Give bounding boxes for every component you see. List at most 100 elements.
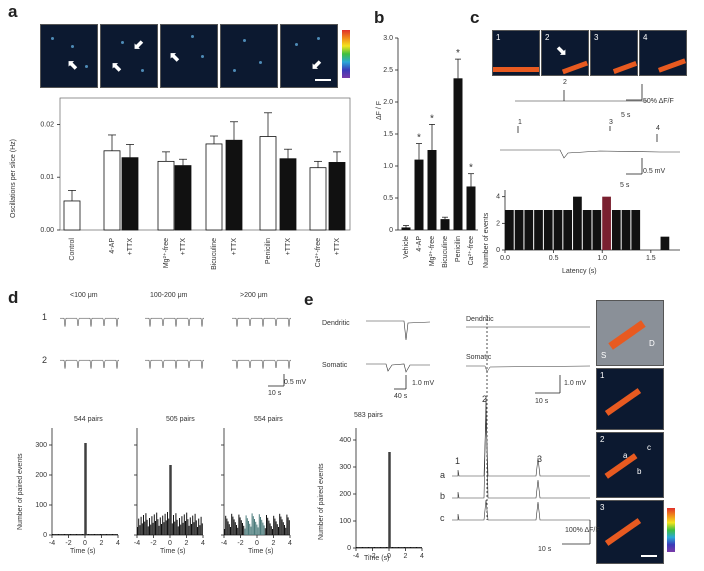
d-hist-bar	[269, 523, 271, 535]
d-hist-bar	[177, 526, 179, 535]
d-hist-xtick-label: 4	[116, 540, 120, 547]
d-hist-bar	[138, 518, 140, 535]
d-hist-bar	[163, 522, 165, 535]
d-hist-bar	[188, 525, 190, 535]
d-hist-bar	[103, 534, 105, 535]
e-hist-ytick-label: 100	[339, 518, 351, 525]
panel-a-category-label: +TTX	[334, 238, 341, 256]
c-hist-ytick-label: 2	[496, 220, 500, 227]
panel-a-ytick-label: 0.00	[40, 227, 54, 234]
e-hist-bar	[389, 452, 391, 548]
c-hist-bar	[621, 210, 631, 250]
d-hist-bar	[246, 518, 248, 535]
e-hist-xtick-label: 2	[404, 553, 408, 560]
d-hist-bar	[192, 515, 194, 535]
panel-a-bar	[103, 150, 121, 231]
panel-label-a: a	[8, 2, 18, 21]
e-hist-bar	[356, 547, 357, 548]
d-hist-bar	[195, 520, 197, 535]
panel-label-e: e	[304, 290, 314, 309]
panel-b-category-label: 4-AP	[416, 236, 423, 252]
d-voltage-trace	[144, 317, 205, 327]
e-hist-bar	[396, 547, 398, 548]
d-hist-bar	[273, 515, 275, 535]
e-hist-bar	[364, 547, 366, 548]
d-hist-bar	[225, 515, 227, 535]
d-hist-bar	[227, 521, 229, 535]
d-hist-bar	[110, 534, 112, 535]
d-hist-bar	[116, 534, 118, 535]
d-hist-bar	[226, 518, 228, 535]
e-hist-bar	[380, 547, 381, 548]
e-scale-voltage: 1.0 mV	[412, 380, 435, 387]
e-hist-bar	[406, 547, 408, 548]
d-hist-xtick-label: -2	[150, 540, 156, 547]
color-scale-bar	[342, 30, 350, 78]
d-hist-xtick-label: -4	[49, 540, 55, 547]
d-hist-bar	[106, 534, 107, 535]
e-mid-scale-time: 10 s	[535, 398, 549, 405]
c-hist-ylabel: Number of events	[483, 212, 490, 268]
d-hist-bar	[274, 518, 276, 535]
d-hist-bar	[200, 516, 202, 535]
d-hist-bar	[60, 534, 62, 535]
e-hist-bar	[404, 547, 405, 548]
panel-a-plot-frame	[59, 97, 351, 231]
d-hist-bar	[147, 526, 149, 535]
panel-a-ytick-label: 0.01	[40, 174, 54, 181]
d-hist-bar	[74, 534, 76, 535]
d-hist-xtick-label: 0	[255, 540, 259, 547]
d-hist-bar	[186, 512, 188, 535]
d-hist-bar	[165, 520, 167, 535]
e-hist-bar	[402, 547, 404, 548]
panel-a-bar	[157, 160, 175, 231]
d-hist-bar	[113, 534, 115, 535]
e-hist-bar	[383, 547, 385, 548]
e-hist-xtick-label: -2	[369, 553, 375, 560]
calcium-image-tile	[220, 24, 278, 88]
e-hist-bar	[392, 547, 393, 548]
e-hist-bar	[407, 547, 409, 548]
d-hist-ytick-label: 100	[35, 502, 47, 509]
d-hist-bar	[197, 527, 198, 535]
e-hist-bar	[395, 547, 397, 548]
d-hist-xtick-label: -2	[237, 540, 243, 547]
d-xlabel-2: Time (s)	[160, 548, 186, 555]
e-hist-bar	[411, 547, 413, 548]
panel-b-significance-star: *	[469, 163, 473, 174]
arrow-icon: ⬉	[169, 49, 180, 64]
d-ylabel: Number of paired events	[17, 453, 24, 530]
d-hist-bar	[98, 534, 100, 535]
d-hist-bar	[287, 517, 289, 535]
e-xlabel: Time (s)	[364, 555, 390, 562]
c-hist-xtick-label: 0.5	[549, 255, 559, 262]
d-hist-bar	[94, 534, 95, 535]
c-hist-bar	[582, 210, 592, 250]
panel-b-ytick-label: 0.5	[383, 195, 393, 202]
d-hist-xtick-label: 0	[168, 540, 172, 547]
d-hist-bar	[264, 528, 266, 535]
e-hist-bar	[419, 547, 421, 548]
d-hist-bar	[263, 525, 265, 535]
c-voltage-trace	[500, 149, 680, 159]
d-hist-bar	[279, 513, 281, 535]
d-hist-bar	[67, 534, 69, 535]
e-hist-bar	[369, 547, 371, 548]
e-peak-2: 2	[482, 394, 488, 404]
d-hist-bar	[159, 517, 161, 535]
panel-a-category-label: 4-AP	[109, 238, 116, 254]
c-hist-bar	[611, 210, 621, 250]
d-hist-bar	[281, 519, 283, 535]
panel-a-bar	[225, 139, 243, 231]
d-hist-ytick-label: 0	[43, 532, 47, 539]
d-hist-bar	[100, 534, 101, 535]
d-hist-bar	[107, 534, 109, 535]
d-hist-bar	[272, 529, 273, 535]
d-hist-bar	[169, 465, 171, 535]
c-hist-bar	[524, 210, 534, 250]
e-mid-dendritic: Dendritic	[466, 316, 494, 323]
panel-b-category-label: Penicilin	[455, 236, 462, 262]
d-hist-xtick-label: 2	[185, 540, 189, 547]
d-hist-bar	[84, 443, 86, 535]
d-hist-bar	[288, 520, 290, 535]
